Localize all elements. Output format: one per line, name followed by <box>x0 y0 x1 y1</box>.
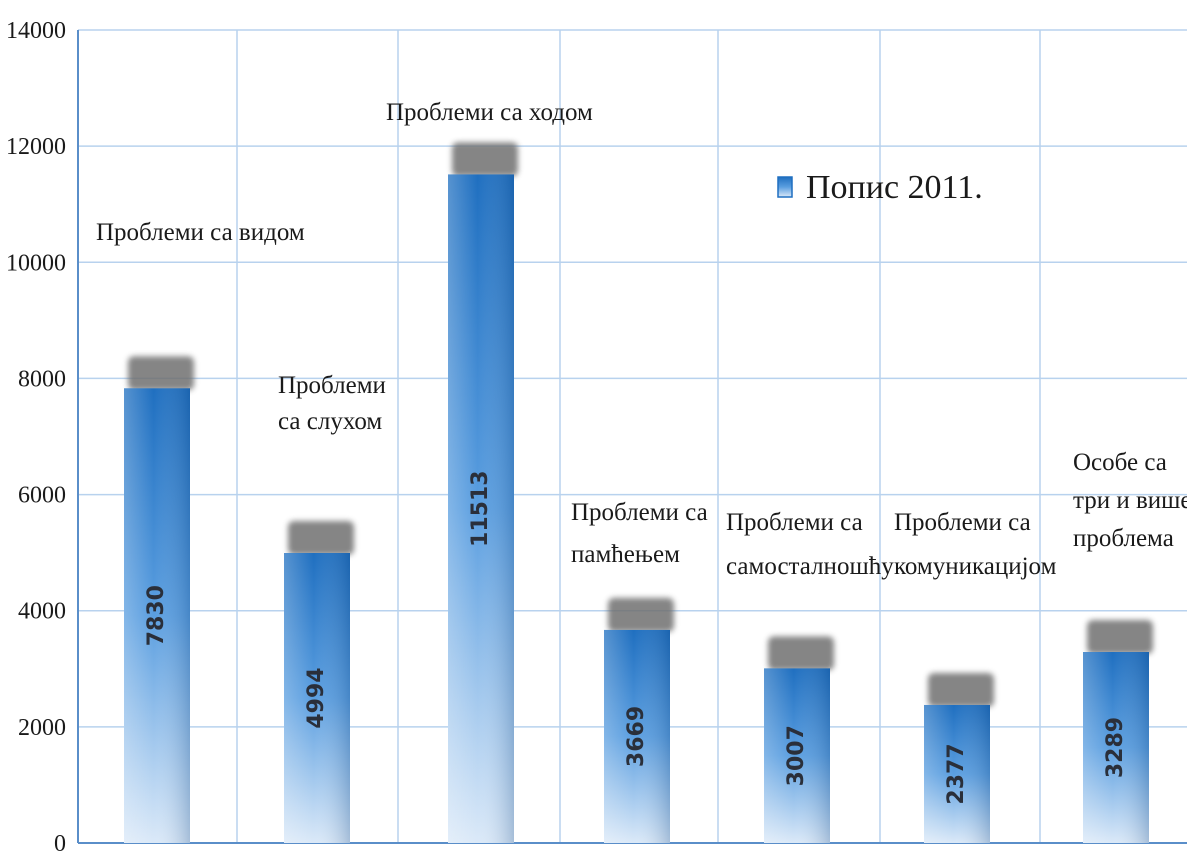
data-label: 3669 <box>624 706 649 767</box>
category-label-line: Проблеми са ходом <box>386 99 593 126</box>
data-label: 3007 <box>784 725 809 786</box>
bar-shadow <box>928 672 994 707</box>
bar-shading <box>604 629 670 843</box>
y-tick-label: 6000 <box>18 483 66 509</box>
bar-shadow <box>1087 620 1153 655</box>
category-label-line: памћењем <box>571 541 680 568</box>
bar-shadow <box>288 520 354 555</box>
y-tick-label: 2000 <box>18 715 66 741</box>
bar-shading <box>448 174 514 843</box>
bar-shadow <box>608 597 674 632</box>
category-label-line: Проблеми са видом <box>96 219 305 246</box>
category-label: Проблеми са слухом <box>278 372 386 435</box>
category-label: Проблеми са комуникацијом <box>894 509 1057 580</box>
grid: 0 2000 4000 6000 8000 10000 12000 14000 <box>6 18 1187 855</box>
category-label: Особе са три и више проблема <box>1073 449 1187 552</box>
legend: Попис 2011. <box>777 169 983 206</box>
category-label: Проблеми са видом <box>96 219 305 246</box>
legend-swatch <box>777 176 793 198</box>
bar-shading <box>284 552 350 843</box>
y-tick-label: 8000 <box>18 366 66 392</box>
data-label: 11513 <box>468 470 493 547</box>
y-tick-label: 14000 <box>6 18 66 44</box>
category-label-line: Особе са <box>1073 449 1167 476</box>
bar-shading <box>924 704 990 843</box>
category-label-line: три и више <box>1073 487 1187 514</box>
bar-shading <box>124 388 190 843</box>
bars: 7830 4994 11513 3669 3007 2377 3289 <box>124 142 1153 843</box>
y-tick-label: 10000 <box>6 250 66 276</box>
category-label-line: самосталношћу <box>726 553 894 580</box>
y-tick-label: 12000 <box>6 134 66 160</box>
legend-label: Попис 2011. <box>806 169 983 206</box>
data-label: 3289 <box>1103 717 1128 778</box>
bar-shading <box>1083 652 1149 843</box>
category-label: Проблеми са ходом <box>386 99 593 126</box>
category-label-line: комуникацијом <box>894 553 1057 580</box>
category-label-line: Проблеми са <box>571 499 708 526</box>
category-label-line: са слухом <box>278 408 382 435</box>
bar-shadow <box>452 142 518 177</box>
data-label: 2377 <box>944 743 969 804</box>
data-label: 7830 <box>144 585 169 646</box>
bar-shadow <box>128 356 194 391</box>
category-label-line: Проблеми са <box>726 509 863 536</box>
bar-shading <box>764 668 830 843</box>
category-label-line: проблема <box>1073 525 1174 552</box>
category-label: Проблеми са самосталношћу <box>726 509 894 580</box>
category-label: Проблеми са памћењем <box>571 499 708 568</box>
y-tick-label: 4000 <box>18 599 66 625</box>
data-label: 4994 <box>304 667 329 728</box>
y-tick-label: 0 <box>54 831 66 855</box>
category-label-line: Проблеми <box>278 372 386 399</box>
category-label-line: Проблеми са <box>894 509 1031 536</box>
bar-shadow <box>768 636 834 671</box>
